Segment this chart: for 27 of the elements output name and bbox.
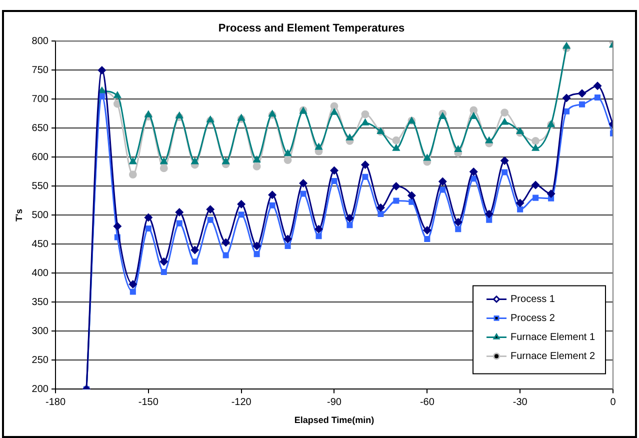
y-tick-label: 450	[32, 238, 49, 250]
x-tick-label: -180	[45, 396, 66, 408]
x-axis-title: Elapsed Time(min)	[294, 415, 374, 426]
y-tick-label: 500	[32, 210, 49, 221]
legend-label: Process 1	[510, 294, 556, 305]
x-tick-label: -30	[512, 396, 528, 408]
y-tick-label: 350	[32, 296, 49, 308]
legend-label: Furnace Element 2	[510, 350, 596, 362]
y-tick-label: 250	[32, 354, 49, 366]
y-tick-label: 700	[32, 94, 49, 105]
y-axis-title: T's	[14, 208, 24, 222]
y-tick-label: 750	[32, 64, 49, 76]
x-tick-label: -60	[420, 396, 435, 408]
y-tick-label: 650	[32, 122, 49, 134]
x-tick-label: -90	[327, 396, 342, 408]
y-tick-label: 600	[32, 152, 49, 163]
x-tick-label: -120	[231, 396, 252, 408]
legend-label: Furnace Element 1	[510, 332, 596, 343]
chart-title: Process and Element Temperatures	[218, 22, 405, 35]
legend-label: Process 2	[510, 312, 556, 324]
y-tick-label: 300	[32, 326, 49, 337]
x-tick-label: -150	[138, 396, 159, 408]
y-tick-label: 550	[32, 180, 49, 192]
y-tick-label: 200	[32, 384, 49, 395]
x-tick-label: 0	[610, 396, 616, 408]
y-tick-label: 800	[32, 36, 49, 47]
y-tick-label: 400	[32, 268, 49, 279]
